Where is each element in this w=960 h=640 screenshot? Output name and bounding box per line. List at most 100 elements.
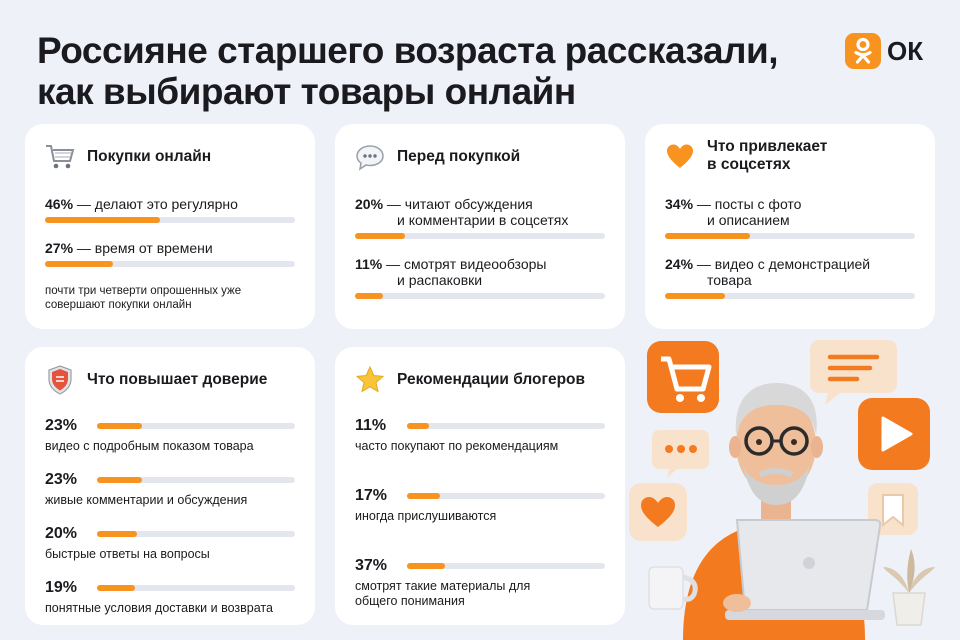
progress-bar	[97, 585, 295, 591]
progress-bar	[407, 493, 605, 499]
progress-fill	[355, 293, 383, 299]
blogger-row: 11% часто покупают по рекомендациям	[355, 417, 605, 454]
progress-fill	[407, 493, 440, 499]
card-blogger-recommendations: Рекомендации блогеров 11% часто покупают…	[335, 347, 625, 625]
progress-bar	[665, 293, 915, 299]
card-trust-factors: Что повышает доверие 23% видео с подробн…	[25, 347, 315, 625]
senior-shopper-illustration	[629, 340, 935, 640]
stat-text: — смотрят видеообзоры	[382, 256, 547, 272]
progress-fill	[97, 423, 142, 429]
page-title: Россияне старшего возраста рассказали, к…	[37, 30, 817, 112]
card-title: Что повышает доверие	[87, 371, 268, 388]
progress-fill	[97, 531, 137, 537]
stat-percent: 20%	[355, 196, 384, 212]
chat-bubble-icon	[355, 142, 385, 172]
stat-caption: быстрые ответы на вопросы	[45, 547, 210, 561]
stat-caption-cont: общего понимания	[355, 594, 465, 608]
progress-fill	[97, 477, 142, 483]
progress-bar	[97, 477, 295, 483]
stat-sometimes: 27% — время от времени	[45, 240, 295, 267]
trust-row: 23% видео с подробным показом товара	[45, 417, 295, 454]
plant-icon	[883, 549, 935, 626]
stat-text: — видео с демонстрацией	[693, 256, 871, 272]
cart-icon	[45, 142, 75, 172]
progress-bar	[45, 261, 295, 267]
blogger-row: 17% иногда прислушиваются	[355, 487, 605, 524]
stat-text: — посты с фото	[693, 196, 802, 212]
cart-tile-icon	[647, 341, 719, 413]
stat-text-cont: и распаковки	[397, 272, 483, 288]
progress-bar	[407, 563, 605, 569]
progress-bar	[97, 423, 295, 429]
stat-photo-posts: 34% — посты с фото и описанием	[665, 196, 915, 239]
star-icon	[355, 365, 385, 395]
stat-percent: 24%	[665, 256, 694, 272]
stat-watch-reviews: 11% — смотрят видеообзоры и распаковки	[355, 256, 605, 299]
stat-caption: смотрят такие материалы для	[355, 579, 531, 593]
laptop-icon	[723, 519, 885, 620]
progress-bar	[97, 531, 295, 537]
stat-text-cont: товара	[707, 272, 752, 288]
card-title: Рекомендации блогеров	[397, 371, 586, 388]
stat-percent: 17%	[355, 487, 388, 504]
progress-fill	[407, 563, 445, 569]
stat-caption: часто покупают по рекомендациям	[355, 439, 559, 453]
progress-fill	[665, 293, 725, 299]
stat-percent: 20%	[45, 525, 78, 542]
trust-row: 19% понятные условия доставки и возврата	[45, 579, 295, 616]
stat-text-cont: и комментарии в соцсетях	[397, 212, 569, 228]
message-tile-icon	[810, 340, 897, 405]
card-social-attractions: Что привлекает в соцсетях 34% — посты с …	[645, 124, 935, 329]
heart-icon	[665, 141, 695, 171]
play-tile-icon	[858, 398, 930, 470]
progress-bar	[45, 217, 295, 223]
card-title: Перед покупкой	[397, 148, 521, 165]
card-title-line-2: в соцсетях	[707, 156, 791, 173]
ok-logo-icon	[845, 33, 881, 69]
stat-percent: 46%	[45, 196, 74, 212]
progress-bar	[665, 233, 915, 239]
progress-fill	[97, 585, 135, 591]
title-line-1: Россияне старшего возраста рассказали,	[37, 30, 779, 71]
stat-percent: 19%	[45, 579, 78, 596]
stat-text: — делают это регулярно	[73, 196, 238, 212]
card-note: почти три четверти опрошенных уже соверш…	[45, 285, 242, 311]
shield-icon	[45, 365, 75, 395]
stat-text: — читают обсуждения	[383, 196, 533, 212]
card-online-shopping: Покупки онлайн 46% — делают это регулярн…	[25, 124, 315, 329]
stat-percent: 23%	[45, 417, 78, 434]
ok-logo-text: ОК	[887, 35, 924, 66]
progress-fill	[355, 233, 405, 239]
stat-percent: 27%	[45, 240, 74, 256]
card-before-purchase: Перед покупкой 20% — читают обсуждения и…	[335, 124, 625, 329]
stat-caption: иногда прислушиваются	[355, 509, 497, 523]
stat-percent: 23%	[45, 471, 78, 488]
trust-row: 20% быстрые ответы на вопросы	[45, 525, 295, 562]
heart-tile-icon	[629, 483, 687, 541]
stat-caption: понятные условия доставки и возврата	[45, 601, 273, 615]
stat-percent: 37%	[355, 557, 388, 574]
progress-fill	[407, 423, 429, 429]
progress-fill	[665, 233, 750, 239]
card-title-line-1: Что привлекает	[707, 138, 828, 155]
trust-row: 23% живые комментарии и обсуждения	[45, 471, 295, 508]
stat-text-cont: и описанием	[707, 212, 790, 228]
stat-caption: видео с подробным показом товара	[45, 439, 254, 453]
card-title: Покупки онлайн	[87, 148, 212, 165]
progress-bar	[407, 423, 605, 429]
progress-fill	[45, 217, 160, 223]
stat-percent: 11%	[355, 256, 383, 272]
mug-icon	[648, 566, 698, 610]
stat-read-discussions: 20% — читают обсуждения и комментарии в …	[355, 196, 605, 239]
ok-logo: ОК	[845, 33, 923, 69]
progress-fill	[45, 261, 113, 267]
progress-bar	[355, 293, 605, 299]
stat-percent: 34%	[665, 196, 694, 212]
stat-text: — время от времени	[73, 240, 213, 256]
progress-bar	[355, 233, 605, 239]
stat-demo-videos: 24% — видео с демонстрацией товара	[665, 256, 915, 299]
stat-caption: живые комментарии и обсуждения	[45, 493, 248, 507]
stat-regularly: 46% — делают это регулярно	[45, 196, 295, 223]
dots-bubble-icon	[652, 430, 709, 478]
stat-percent: 11%	[355, 417, 387, 434]
